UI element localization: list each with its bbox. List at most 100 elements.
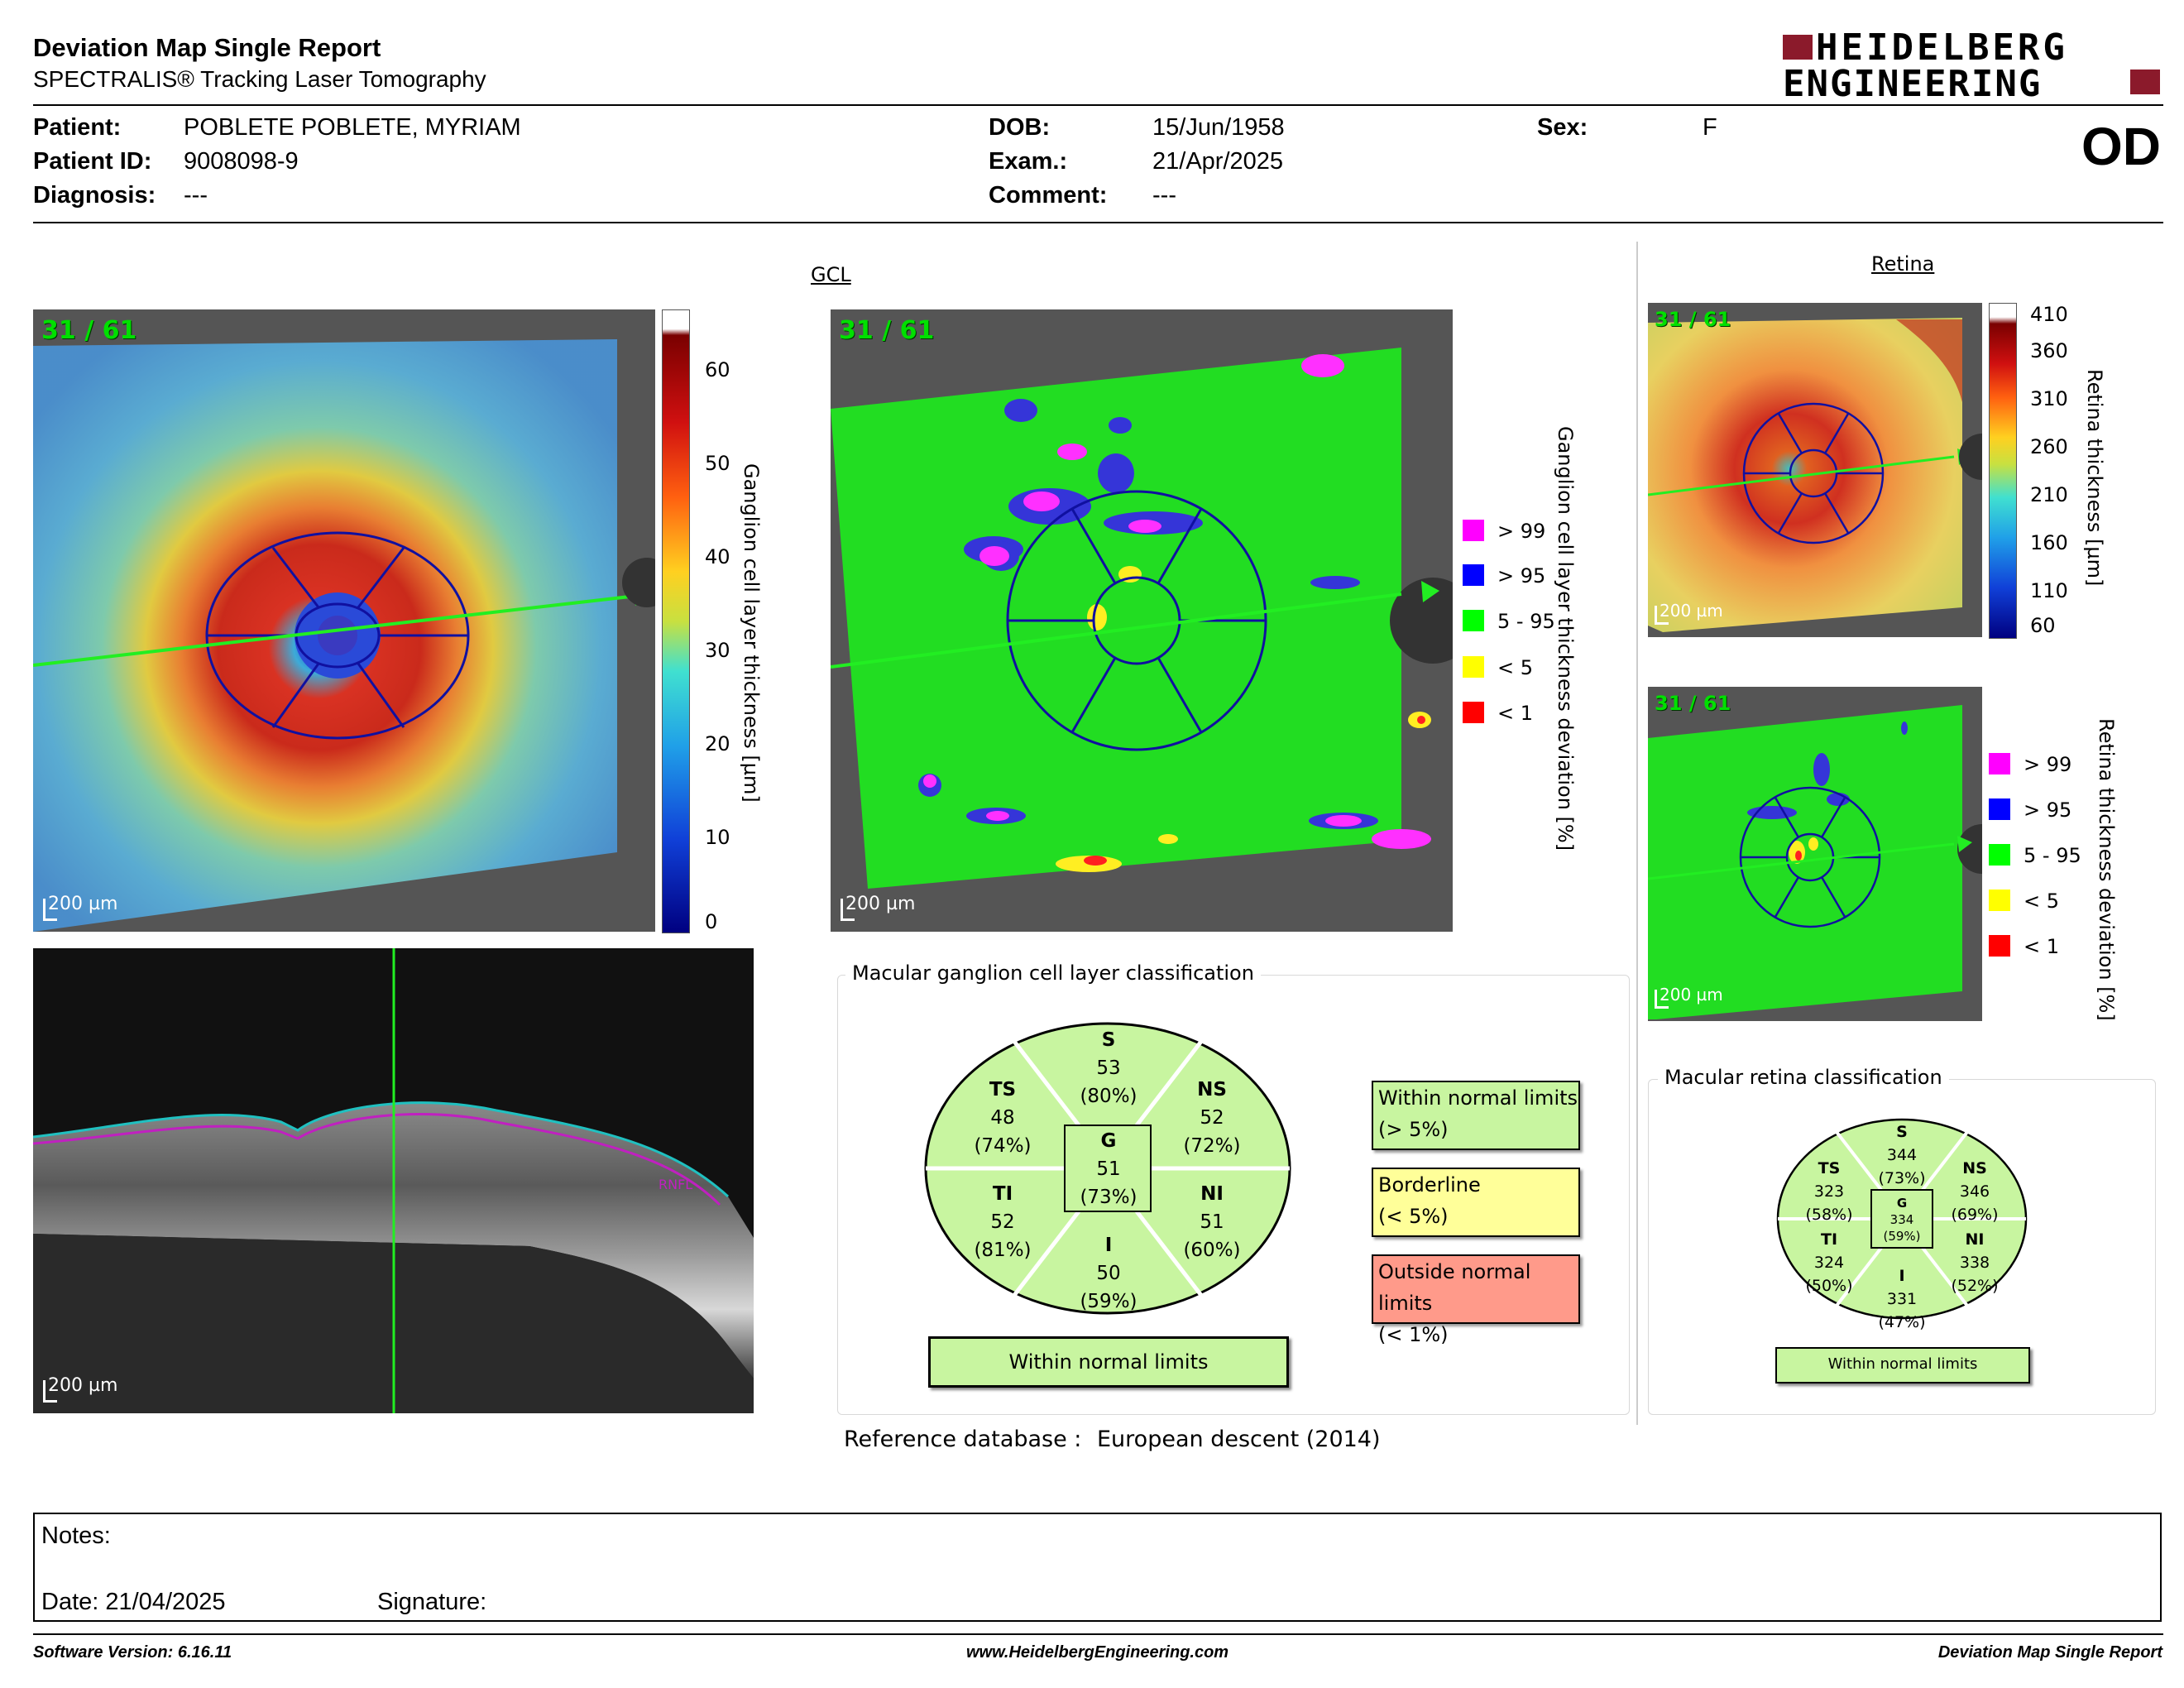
gcl-sector-s-name: S: [1101, 1029, 1116, 1051]
gcl-tick-0: 0: [705, 910, 718, 933]
notes-signature-label: Signature:: [377, 1589, 487, 1615]
diagnosis-label: Diagnosis:: [33, 182, 156, 209]
gcl-legend-swatch-5-95: [1463, 610, 1484, 631]
gcl-thickness-slice-indicator: 31 / 61: [41, 316, 137, 345]
notes-box[interactable]: Notes: Date: 21/04/2025 Signature:: [33, 1513, 2162, 1622]
retina-sector-ni-name: NI: [1965, 1230, 1985, 1249]
footer-report-name: Deviation Map Single Report: [1937, 1643, 2162, 1662]
retina-sector-ni-pct: (52%): [1951, 1277, 1999, 1295]
retina-thickness-colorbar: [1989, 303, 2017, 639]
gcl-thickness-axis-label: Ganglion cell layer thickness [µm]: [740, 463, 763, 803]
retina-classification-result: Within normal limits: [1775, 1347, 2030, 1383]
reference-database-label: Reference database :: [844, 1427, 1082, 1452]
retina-classification-chart: [1776, 1118, 2028, 1320]
retina-thickness-axis-label: Retina thickness [µm]: [2083, 369, 2106, 587]
gcl-sector-ni: NI 51 (60%): [1162, 1180, 1262, 1264]
dob-label: DOB:: [989, 114, 1051, 141]
gcl-classification-title: Macular ganglion cell layer classificati…: [845, 961, 1261, 985]
sex-value: F: [1703, 114, 1717, 141]
legend-borderline: Borderline (< 5%): [1372, 1168, 1580, 1237]
gcl-sector-ns-pct: (72%): [1183, 1135, 1241, 1157]
retina-sector-s: S 344 (73%): [1869, 1120, 1935, 1190]
retina-deviation-map[interactable]: 31 / 61 200 µm: [1648, 687, 1982, 1021]
gcl-deviation-map[interactable]: 31 / 61 200 µm: [831, 309, 1453, 932]
retina-legend-label-95: > 95: [2024, 798, 2072, 822]
retina-sector-g-pct: (59%): [1883, 1229, 1921, 1244]
patient-name: POBLETE POBLETE, MYRIAM: [184, 114, 521, 141]
retina-sector-ti-name: TI: [1820, 1230, 1838, 1249]
retina-sector-ns-pct: (69%): [1951, 1206, 1999, 1224]
legend-outside-normal-line2: (< 1%): [1378, 1323, 1449, 1346]
exam-value: 21/Apr/2025: [1152, 148, 1284, 175]
retina-legend-swatch-1: [1989, 935, 2010, 957]
retina-legend-label-5-95: 5 - 95: [2024, 844, 2081, 867]
gcl-legend-label-1: < 1: [1497, 702, 1534, 725]
gcl-sector-ns-name: NS: [1197, 1079, 1227, 1101]
reference-database: Reference database : European descent (2…: [844, 1427, 1381, 1452]
retina-thickness-map[interactable]: 31 / 61 200 µm: [1648, 303, 1982, 637]
gcl-classification-result: Within normal limits: [928, 1336, 1289, 1388]
gcl-sector-ts-pct: (74%): [974, 1135, 1032, 1157]
legend-borderline-line2: (< 5%): [1378, 1205, 1449, 1228]
gcl-deviation-axis-label: Ganglion cell layer thickness deviation …: [1554, 426, 1577, 851]
legend-outside-normal-line1: Outside normal limits: [1378, 1260, 1531, 1315]
retina-tick-410: 410: [2030, 303, 2068, 326]
retina-sector-ts-pct: (58%): [1805, 1206, 1853, 1224]
gcl-sector-ti-value: 52: [990, 1211, 1015, 1233]
gcl-legend-swatch-99: [1463, 520, 1484, 541]
retina-sector-i-value: 331: [1886, 1290, 1918, 1308]
patient-id-label: Patient ID:: [33, 148, 152, 175]
gcl-tick-10: 10: [705, 826, 730, 849]
retina-sector-ns: NS 346 (69%): [1942, 1157, 2008, 1226]
retina-sector-i-name: I: [1899, 1267, 1905, 1285]
gcl-sector-ts-value: 48: [990, 1107, 1015, 1129]
retina-sector-ns-value: 346: [1959, 1182, 1990, 1201]
footer-software-version: Software Version: 6.16.11: [33, 1643, 232, 1662]
gcl-sector-ti-name: TI: [992, 1183, 1013, 1205]
retina-legend-label-1: < 1: [2024, 935, 2060, 958]
gcl-sector-ni-value: 51: [1200, 1211, 1224, 1233]
retina-sector-i-pct: (47%): [1878, 1313, 1926, 1331]
gcl-sector-i-value: 50: [1096, 1263, 1121, 1284]
retina-sector-ts-name: TS: [1818, 1159, 1841, 1177]
retina-sector-ts-value: 323: [1813, 1182, 1845, 1201]
gcl-sector-g: G 51 (73%): [1059, 1127, 1158, 1211]
retina-sector-g-value: 334: [1889, 1212, 1914, 1227]
retina-thickness-slice-indicator: 31 / 61: [1655, 308, 1731, 331]
oct-bscan[interactable]: RNFL 200 µm: [33, 948, 754, 1413]
legend-within-normal-line2: (> 5%): [1378, 1118, 1449, 1141]
retina-sector-g: G 334 (59%): [1877, 1195, 1927, 1244]
gcl-section-label: GCL: [811, 263, 851, 286]
retina-legend-swatch-5: [1989, 890, 2010, 911]
comment-label: Comment:: [989, 182, 1108, 209]
gcl-sector-ti-pct: (81%): [974, 1240, 1032, 1261]
logo-line2: ENGINEERING: [1783, 63, 2043, 105]
gcl-sector-ns: NS 52 (72%): [1162, 1076, 1262, 1160]
gcl-thickness-scale-bar: 200 µm: [48, 894, 118, 914]
retina-deviation-map-svg: [1648, 687, 1982, 1021]
retina-sector-ns-name: NS: [1962, 1159, 1987, 1177]
footer-website[interactable]: www.HeidelbergEngineering.com: [966, 1643, 1229, 1662]
oct-bscan-svg: [33, 948, 754, 1413]
retina-tick-310: 310: [2030, 387, 2068, 410]
gcl-tick-30: 30: [705, 639, 730, 662]
gcl-legend-label-99: > 99: [1497, 520, 1546, 543]
retina-tick-110: 110: [2030, 579, 2068, 602]
retina-legend-swatch-5-95: [1989, 844, 2010, 866]
patient-label: Patient:: [33, 114, 122, 141]
bscan-scale-bar: 200 µm: [48, 1375, 118, 1396]
gcl-sector-i-name: I: [1104, 1235, 1113, 1256]
gcl-thickness-map[interactable]: 31 / 61 200 µm: [33, 309, 655, 932]
gcl-deviation-slice-indicator: 31 / 61: [839, 316, 935, 345]
reference-database-value: European descent (2014): [1097, 1427, 1381, 1452]
gcl-deviation-scale-bar: 200 µm: [845, 894, 916, 914]
section-divider: [1636, 242, 1638, 1425]
notes-label: Notes:: [41, 1523, 111, 1549]
retina-deviation-slice-indicator: 31 / 61: [1655, 692, 1731, 715]
gcl-sector-s-value: 53: [1096, 1057, 1121, 1079]
retina-tick-260: 260: [2030, 435, 2068, 458]
legend-borderline-line1: Borderline: [1378, 1173, 1481, 1196]
comment-value: ---: [1152, 182, 1176, 209]
gcl-sector-ni-name: NI: [1200, 1183, 1224, 1205]
retina-sector-ti: TI 324 (50%): [1796, 1228, 1862, 1297]
